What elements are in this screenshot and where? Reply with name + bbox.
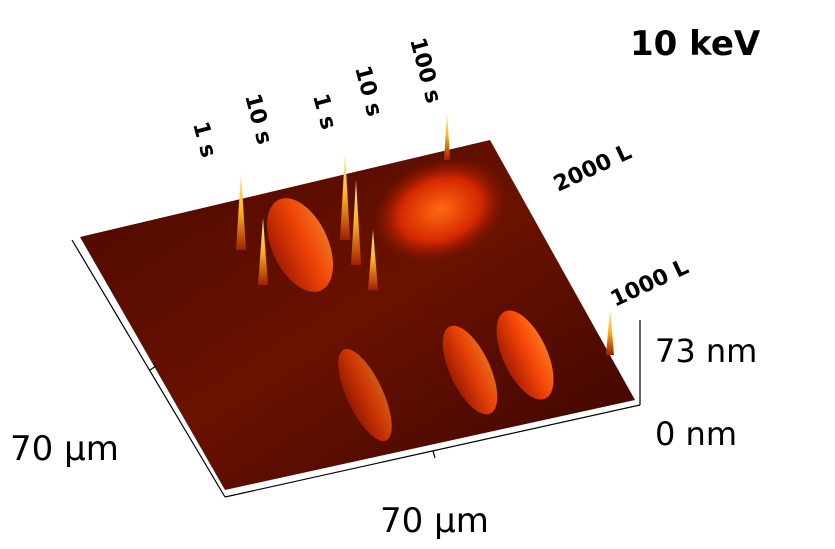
dose-label: 1000 L bbox=[607, 255, 693, 313]
height-max: 73 nm bbox=[655, 332, 757, 370]
ridge bbox=[266, 198, 334, 292]
dose-label: 2000 L bbox=[550, 140, 636, 198]
time-label: 100 s bbox=[404, 35, 445, 106]
ridge bbox=[338, 349, 392, 441]
time-label: 10 s bbox=[239, 91, 276, 147]
ridge bbox=[442, 325, 498, 415]
x-extent: 70 µm bbox=[380, 501, 489, 541]
ridge bbox=[496, 310, 554, 400]
blob bbox=[372, 157, 508, 263]
spikes bbox=[236, 112, 614, 355]
time-labels: 1 s 10 s 1 s 10 s 100 s bbox=[187, 35, 445, 160]
time-label: 1 s bbox=[187, 119, 220, 160]
height-min: 0 nm bbox=[655, 415, 737, 453]
time-label: 10 s bbox=[349, 63, 386, 119]
surface bbox=[80, 112, 635, 490]
y-extent: 70 µm bbox=[10, 429, 119, 469]
title: 10 keV bbox=[630, 24, 761, 64]
substrate bbox=[80, 140, 635, 490]
frame bbox=[71, 239, 641, 498]
time-label: 1 s bbox=[307, 91, 340, 132]
